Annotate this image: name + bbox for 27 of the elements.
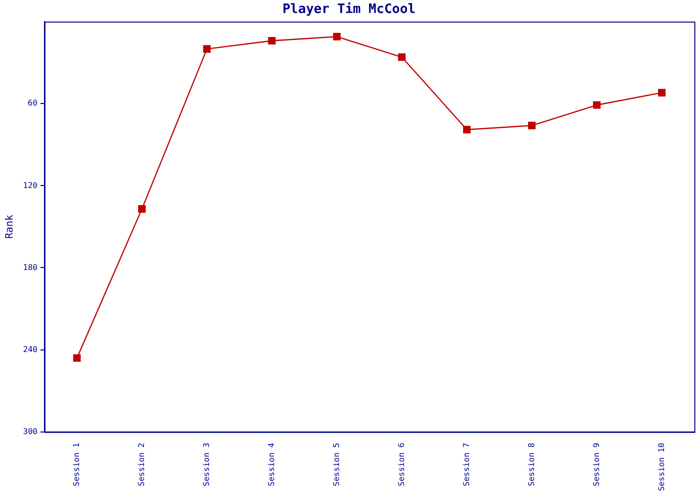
y-tick-label: 60	[28, 98, 38, 108]
x-tick-label: Session 3	[202, 442, 211, 486]
point	[593, 101, 601, 109]
point	[138, 205, 146, 213]
point	[73, 354, 81, 362]
point	[203, 45, 211, 53]
x-tick-label: Session 10	[656, 442, 666, 492]
y-tick-label: 120	[22, 180, 38, 190]
point	[398, 53, 406, 61]
chart-title: Player Tim McCool	[282, 2, 416, 18]
point	[658, 88, 666, 96]
x-tick-label: Session 7	[462, 442, 471, 486]
x-tick-label: Session 1	[72, 442, 82, 486]
point	[333, 32, 341, 40]
x-tick-label: Session 8	[526, 442, 536, 486]
x-tick-label: Session 6	[396, 442, 406, 486]
point	[528, 122, 536, 130]
y-tick-label: 240	[22, 344, 38, 354]
x-tick-label: Session 4	[266, 442, 276, 486]
point	[463, 126, 471, 134]
y-tick-label: 180	[22, 262, 38, 272]
point	[268, 36, 276, 45]
y-tick-label: 300	[22, 426, 38, 436]
x-tick-label: Session 5	[332, 442, 341, 486]
x-tick-label: Session 2	[137, 442, 146, 486]
y-axis-title: Rank	[4, 214, 16, 239]
x-tick-label: Session 9	[592, 442, 601, 486]
